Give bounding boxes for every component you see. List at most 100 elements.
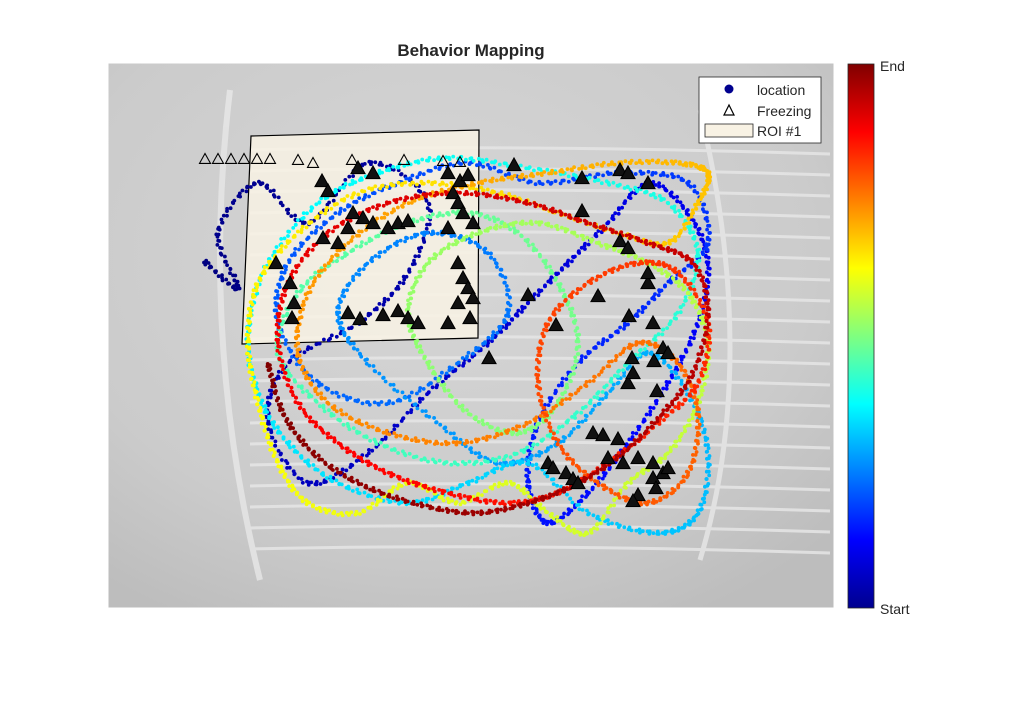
location-dot bbox=[627, 437, 632, 442]
location-dot bbox=[329, 206, 334, 211]
location-dot bbox=[387, 489, 392, 494]
location-dot bbox=[643, 347, 647, 351]
location-dot bbox=[504, 161, 508, 166]
location-dot bbox=[564, 377, 569, 381]
freezing-marker bbox=[390, 302, 406, 318]
location-dot bbox=[669, 409, 674, 414]
location-dot bbox=[520, 219, 525, 224]
location-dot bbox=[689, 265, 694, 269]
location-dot bbox=[635, 472, 640, 477]
location-dot bbox=[321, 403, 326, 408]
location-dot bbox=[470, 231, 475, 236]
location-dot bbox=[424, 496, 429, 501]
location-dot bbox=[643, 500, 647, 505]
location-dot bbox=[706, 266, 711, 270]
location-dot bbox=[653, 183, 658, 187]
location-dot bbox=[318, 404, 322, 409]
location-dot bbox=[515, 459, 520, 464]
location-dot bbox=[701, 202, 705, 207]
location-dot bbox=[524, 467, 529, 472]
location-dot bbox=[473, 190, 478, 195]
location-dot bbox=[572, 530, 577, 535]
location-dot bbox=[275, 348, 280, 353]
location-dot bbox=[362, 189, 367, 194]
location-dot bbox=[661, 247, 666, 251]
location-dot bbox=[395, 497, 400, 502]
location-dot bbox=[283, 472, 288, 477]
freezing-marker bbox=[624, 349, 640, 365]
location-dot bbox=[581, 406, 585, 411]
location-dot bbox=[476, 420, 481, 424]
location-dot bbox=[216, 225, 221, 230]
location-dot bbox=[278, 405, 283, 410]
location-dot bbox=[702, 304, 707, 309]
location-dot bbox=[283, 245, 288, 249]
location-dot bbox=[510, 317, 514, 321]
location-dot bbox=[392, 427, 397, 432]
location-dot bbox=[271, 188, 276, 193]
location-dot bbox=[364, 459, 369, 464]
freezing-marker bbox=[345, 153, 359, 165]
location-dot bbox=[676, 406, 681, 411]
location-dot bbox=[451, 242, 455, 247]
location-dot bbox=[590, 238, 595, 242]
location-dot bbox=[525, 502, 530, 507]
freezing-marker bbox=[545, 459, 561, 475]
location-dot bbox=[342, 197, 347, 202]
location-dot bbox=[538, 346, 543, 351]
location-dot bbox=[691, 230, 696, 235]
location-dot bbox=[349, 417, 354, 421]
location-dot bbox=[445, 510, 450, 514]
location-dot bbox=[560, 398, 565, 402]
location-dot bbox=[498, 267, 503, 272]
location-dot bbox=[488, 485, 493, 490]
location-dot bbox=[601, 516, 606, 521]
location-dot bbox=[534, 462, 539, 467]
location-dot bbox=[473, 451, 478, 456]
location-dot bbox=[683, 295, 688, 299]
location-dot bbox=[322, 267, 327, 272]
location-dot bbox=[538, 203, 543, 208]
location-dot bbox=[687, 519, 691, 523]
location-dot bbox=[577, 167, 581, 171]
location-dot bbox=[632, 438, 637, 442]
location-dot bbox=[417, 246, 421, 251]
location-dot bbox=[431, 457, 435, 462]
location-dot bbox=[695, 508, 700, 513]
location-dot bbox=[680, 282, 685, 287]
location-dot bbox=[293, 213, 297, 218]
location-dot bbox=[548, 429, 553, 433]
location-dot bbox=[580, 419, 585, 424]
location-dot bbox=[345, 397, 350, 402]
location-dot bbox=[671, 276, 675, 281]
location-dot bbox=[373, 254, 378, 258]
location-dot bbox=[662, 197, 666, 201]
location-dot bbox=[624, 498, 628, 503]
location-dot bbox=[533, 498, 538, 502]
location-dot bbox=[660, 531, 665, 535]
location-dot bbox=[678, 387, 683, 392]
location-dot bbox=[476, 244, 480, 249]
location-dot bbox=[566, 179, 571, 184]
location-dot bbox=[572, 165, 576, 170]
location-dot bbox=[569, 310, 574, 315]
location-dot bbox=[307, 447, 311, 451]
location-dot bbox=[549, 444, 553, 449]
location-dot bbox=[495, 466, 500, 471]
location-dot bbox=[704, 215, 709, 220]
location-dot bbox=[706, 355, 710, 360]
location-dot bbox=[555, 442, 560, 447]
location-dot bbox=[371, 205, 375, 210]
location-dot bbox=[290, 269, 295, 274]
freezing-marker bbox=[410, 314, 426, 330]
location-dot bbox=[692, 515, 696, 520]
location-dot bbox=[568, 216, 573, 220]
location-dot bbox=[359, 354, 364, 359]
location-dot bbox=[334, 409, 339, 414]
location-dot bbox=[575, 359, 579, 363]
freezing-marker bbox=[595, 426, 611, 442]
location-dot bbox=[277, 319, 282, 323]
location-dot bbox=[593, 232, 598, 236]
freezing-marker bbox=[620, 164, 636, 180]
location-dot bbox=[702, 500, 707, 505]
